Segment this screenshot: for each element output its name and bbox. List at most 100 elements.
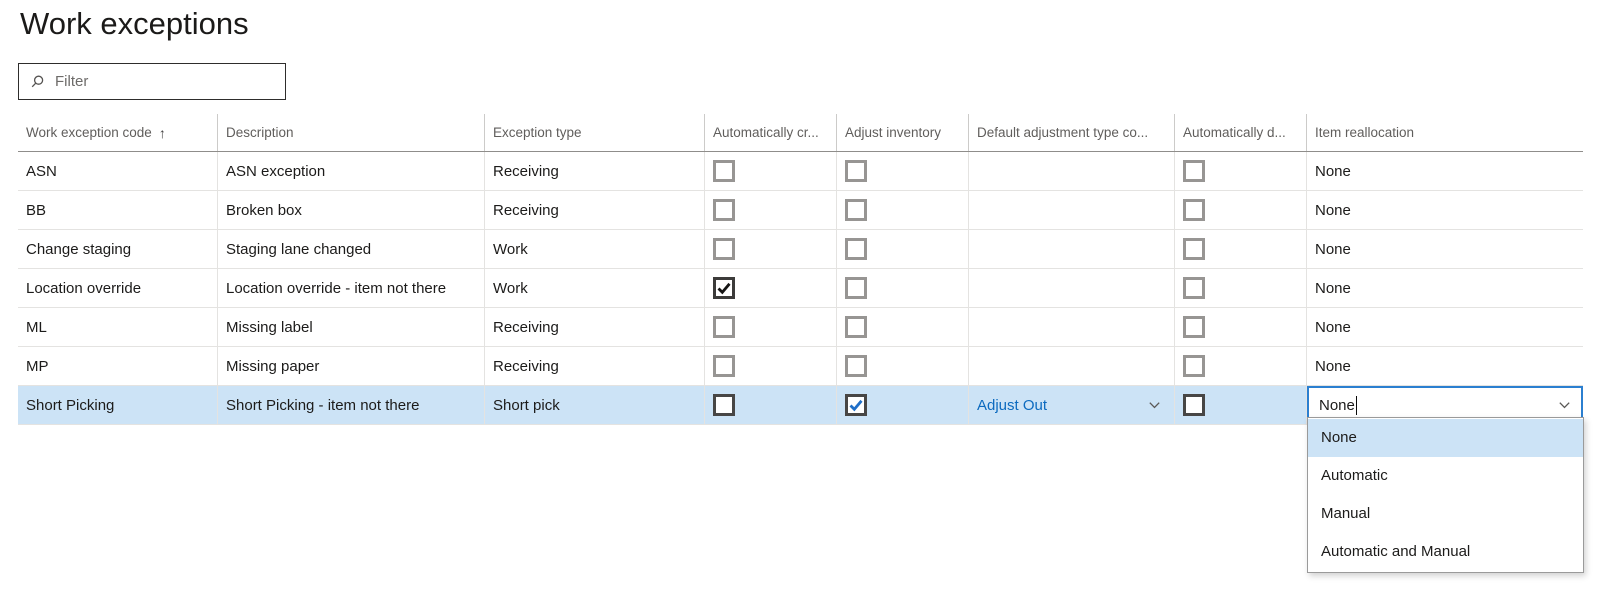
checkbox-adjust-inventory[interactable]	[845, 199, 867, 221]
cell-exception_type[interactable]: Receiving	[485, 152, 705, 190]
cell-automatically_cr[interactable]	[705, 347, 837, 385]
cell-description[interactable]: Staging lane changed	[218, 230, 485, 268]
cell-text-code: MP	[26, 357, 49, 375]
column-header-default-adjustment-type-co[interactable]: Default adjustment type co...	[969, 114, 1175, 151]
table-row-mp[interactable]: MP Missing paper Receiving None	[18, 347, 1583, 386]
cell-item_reallocation[interactable]: None	[1307, 347, 1583, 385]
cell-code[interactable]: Change staging	[18, 230, 218, 268]
cell-item_reallocation[interactable]: None	[1307, 191, 1583, 229]
cell-description[interactable]: Missing label	[218, 308, 485, 346]
cell-automatically_d[interactable]	[1175, 347, 1307, 385]
cell-item_reallocation[interactable]: None	[1307, 152, 1583, 190]
cell-description[interactable]: Location override - item not there	[218, 269, 485, 307]
checkbox-automatically-d[interactable]	[1183, 199, 1205, 221]
cell-default_adjustment_type[interactable]	[969, 152, 1175, 190]
cell-code[interactable]: BB	[18, 191, 218, 229]
cell-description[interactable]: ASN exception	[218, 152, 485, 190]
cell-automatically_cr[interactable]	[705, 230, 837, 268]
cell-exception_type[interactable]: Work	[485, 230, 705, 268]
cell-adjust_inventory[interactable]	[837, 386, 969, 424]
cell-exception_type[interactable]: Work	[485, 269, 705, 307]
column-header-description[interactable]: Description	[218, 114, 485, 151]
column-header-adjust-inventory[interactable]: Adjust inventory	[837, 114, 969, 151]
checkbox-automatically-cr[interactable]	[713, 316, 735, 338]
cell-automatically_d[interactable]	[1175, 230, 1307, 268]
dropdown-option-automatic[interactable]: Automatic	[1321, 467, 1388, 484]
cell-adjust_inventory[interactable]	[837, 308, 969, 346]
cell-exception_type[interactable]: Receiving	[485, 347, 705, 385]
dropdown-option-automatic-and-manual[interactable]: Automatic and Manual	[1321, 543, 1471, 560]
cell-code[interactable]: ML	[18, 308, 218, 346]
cell-code[interactable]: ASN	[18, 152, 218, 190]
table-row-location-override[interactable]: Location override Location override - ite…	[18, 269, 1583, 308]
cell-automatically_d[interactable]	[1175, 308, 1307, 346]
checkbox-adjust-inventory[interactable]	[845, 277, 867, 299]
cell-automatically_d[interactable]	[1175, 269, 1307, 307]
dropdown-option-none[interactable]: None	[1308, 419, 1583, 457]
checkbox-automatically-d[interactable]	[1183, 394, 1205, 416]
cell-exception_type[interactable]: Receiving	[485, 308, 705, 346]
dropdown-option-manual[interactable]: Manual	[1321, 505, 1371, 522]
column-header-label: Work exception code	[26, 125, 152, 140]
table-row-change-staging[interactable]: Change staging Staging lane changed Work No…	[18, 230, 1583, 269]
cell-automatically_cr[interactable]	[705, 386, 837, 424]
checkbox-adjust-inventory[interactable]	[845, 394, 867, 416]
checkbox-adjust-inventory[interactable]	[845, 355, 867, 377]
cell-description[interactable]: Short Picking - item not there	[218, 386, 485, 424]
cell-exception_type[interactable]: Short pick	[485, 386, 705, 424]
cell-item_reallocation[interactable]: None	[1307, 308, 1583, 346]
checkbox-automatically-cr[interactable]	[713, 199, 735, 221]
checkbox-automatically-cr[interactable]	[713, 355, 735, 377]
checkbox-automatically-cr[interactable]	[713, 277, 735, 299]
checkbox-automatically-d[interactable]	[1183, 355, 1205, 377]
filter-box[interactable]	[18, 63, 286, 100]
cell-adjust_inventory[interactable]	[837, 269, 969, 307]
cell-code[interactable]: Location override	[18, 269, 218, 307]
checkbox-automatically-d[interactable]	[1183, 160, 1205, 182]
cell-item_reallocation[interactable]: None	[1307, 230, 1583, 268]
checkbox-automatically-cr[interactable]	[713, 160, 735, 182]
checkbox-automatically-cr[interactable]	[713, 394, 735, 416]
cell-item_reallocation[interactable]: None	[1307, 269, 1583, 307]
cell-exception_type[interactable]: Receiving	[485, 191, 705, 229]
cell-automatically_cr[interactable]	[705, 269, 837, 307]
cell-default_adjustment_type[interactable]	[969, 230, 1175, 268]
cell-default_adjustment_type[interactable]: Adjust Out	[969, 386, 1175, 424]
table-row-ml[interactable]: ML Missing label Receiving None	[18, 308, 1583, 347]
column-header-work-exception-code[interactable]: Work exception code ↑	[18, 114, 218, 151]
cell-adjust_inventory[interactable]	[837, 191, 969, 229]
cell-adjust_inventory[interactable]	[837, 347, 969, 385]
checkbox-automatically-d[interactable]	[1183, 238, 1205, 260]
cell-automatically_d[interactable]	[1175, 386, 1307, 424]
page-title: Work exceptions	[20, 6, 249, 41]
cell-default_adjustment_type[interactable]	[969, 191, 1175, 229]
table-row-bb[interactable]: BB Broken box Receiving None	[18, 191, 1583, 230]
cell-code[interactable]: MP	[18, 347, 218, 385]
column-header-exception-type[interactable]: Exception type	[485, 114, 705, 151]
cell-default_adjustment_type[interactable]	[969, 308, 1175, 346]
cell-adjust_inventory[interactable]	[837, 230, 969, 268]
cell-code[interactable]: Short Picking	[18, 386, 218, 424]
cell-description[interactable]: Missing paper	[218, 347, 485, 385]
cell-default_adjustment_type[interactable]	[969, 269, 1175, 307]
cell-default_adjustment_type[interactable]	[969, 347, 1175, 385]
checkbox-adjust-inventory[interactable]	[845, 160, 867, 182]
checkbox-automatically-d[interactable]	[1183, 277, 1205, 299]
cell-automatically_d[interactable]	[1175, 152, 1307, 190]
checkbox-automatically-d[interactable]	[1183, 316, 1205, 338]
filter-input[interactable]	[53, 63, 285, 100]
checkbox-adjust-inventory[interactable]	[845, 238, 867, 260]
checkbox-automatically-cr[interactable]	[713, 238, 735, 260]
column-header-automatically-cr[interactable]: Automatically cr...	[705, 114, 837, 151]
column-header-automatically-d[interactable]: Automatically d...	[1175, 114, 1307, 151]
cell-automatically_cr[interactable]	[705, 191, 837, 229]
column-header-item-reallocation[interactable]: Item reallocation	[1307, 114, 1583, 151]
cell-automatically_d[interactable]	[1175, 191, 1307, 229]
table-row-asn[interactable]: ASN ASN exception Receiving None	[18, 152, 1583, 191]
adjustment-type-lookup[interactable]: Adjust Out	[977, 396, 1048, 414]
cell-adjust_inventory[interactable]	[837, 152, 969, 190]
checkbox-adjust-inventory[interactable]	[845, 316, 867, 338]
cell-description[interactable]: Broken box	[218, 191, 485, 229]
cell-automatically_cr[interactable]	[705, 308, 837, 346]
cell-automatically_cr[interactable]	[705, 152, 837, 190]
